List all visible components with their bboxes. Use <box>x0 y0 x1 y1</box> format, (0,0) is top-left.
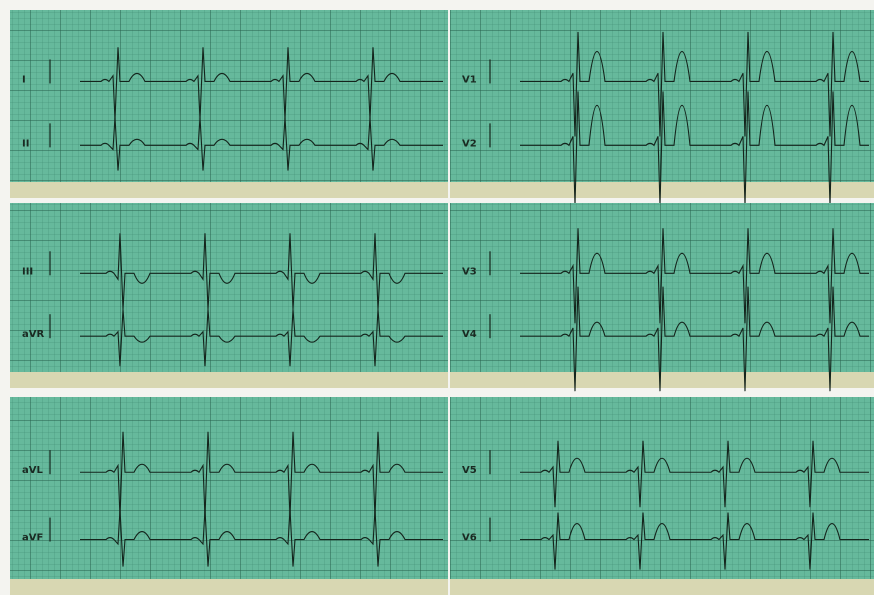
grid-paper <box>450 203 874 388</box>
ecg-strip: III aVR <box>10 203 448 388</box>
ecg-trace <box>520 512 869 570</box>
ecg-strip: V3 V4 <box>450 203 874 392</box>
lead-label: III <box>22 266 33 277</box>
paper-margin <box>10 182 448 198</box>
lead-label: aVR <box>22 329 44 340</box>
paper-margin <box>10 372 448 388</box>
ecg-trace <box>80 117 443 171</box>
ecg-trace <box>520 286 869 392</box>
lead-label: II <box>22 138 29 149</box>
ecg-strip: V5 V6 <box>450 397 874 595</box>
ecg-strip: aVL aVF <box>10 397 448 595</box>
ecg-trace <box>520 228 869 324</box>
grid-paper <box>450 10 874 198</box>
grid-paper <box>450 397 874 595</box>
ecg-trace <box>80 309 443 367</box>
paper-margin <box>450 182 874 198</box>
lead-label: V3 <box>462 266 477 277</box>
paper-margin <box>450 372 874 388</box>
grid-paper <box>10 10 448 198</box>
grid-paper <box>10 203 448 388</box>
ecg-strip: V1 V2 <box>450 10 874 206</box>
lead-label: V6 <box>462 533 477 544</box>
grid-paper <box>10 397 448 595</box>
ecg-trace <box>520 31 869 137</box>
lead-label: I <box>22 74 26 85</box>
lead-label: aVL <box>22 465 43 476</box>
paper-margin <box>450 579 874 595</box>
ecg-trace <box>80 47 443 120</box>
ecg-trace <box>520 440 869 508</box>
ecg-trace <box>520 91 869 206</box>
ecg-trace <box>80 431 443 518</box>
ecg-trace <box>80 509 443 567</box>
lead-label: aVF <box>22 533 43 544</box>
lead-label: V5 <box>462 465 477 476</box>
paper-margin <box>10 579 448 595</box>
ecg-trace <box>80 233 443 310</box>
ecg-strip: III <box>10 10 448 198</box>
lead-label: V2 <box>462 138 477 149</box>
lead-label: V4 <box>462 329 477 340</box>
lead-label: V1 <box>462 74 477 85</box>
